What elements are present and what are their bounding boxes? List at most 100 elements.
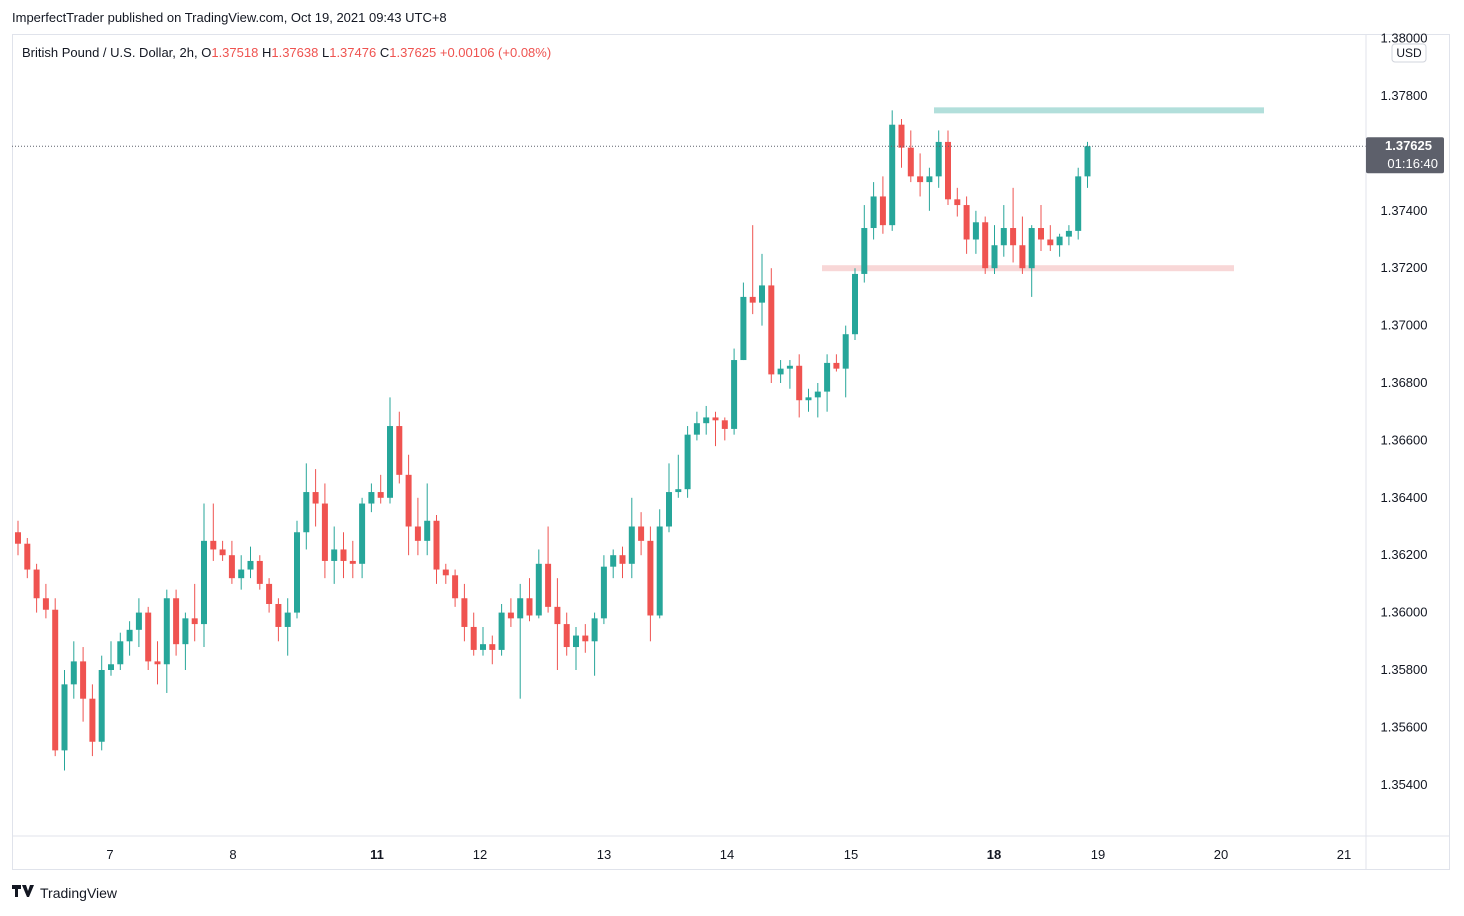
candle-body [814,391,821,398]
candle-body [861,228,868,274]
candle-body [898,124,905,148]
candle-body [563,624,570,648]
price-tick-label: 1.36600 [1381,432,1428,447]
candle-body [991,245,998,269]
candle-body [759,285,765,303]
high-value: 1.37638 [271,45,319,60]
candle-body [452,575,459,599]
candle-body [15,532,21,544]
time-tick-label: 21 [1337,847,1351,862]
zones-layer [822,107,1264,272]
candle-body [331,549,338,561]
candle-body [777,368,784,375]
candle-body [256,560,263,584]
candle-body [507,612,514,619]
candle-body [684,434,691,490]
candle-body [610,555,617,567]
time-tick-label: 8 [229,847,236,862]
candle-body [554,606,561,625]
last-price-value: 1.37625 [1385,138,1432,153]
candle-body [526,598,533,616]
open-value: 1.37518 [211,45,259,60]
price-tick-label: 1.37200 [1381,260,1428,275]
candle-body [647,540,654,616]
candle-body [238,569,245,579]
candle-body [535,563,542,616]
tradingview-logo-icon [12,884,34,901]
candle-body [824,362,831,392]
candle-body [98,670,105,742]
publisher-header: ImperfectTrader published on TradingView… [12,10,447,25]
candle-body [693,423,700,435]
candle-body [917,176,924,183]
candle-body [284,612,291,627]
chart-frame[interactable] [12,34,1450,870]
candle-body [173,598,180,645]
price-tick-label: 1.36000 [1381,605,1428,620]
candle-body [228,555,235,579]
candle-body [1075,176,1082,231]
price-tick-label: 1.37400 [1381,203,1428,218]
candle-body [889,124,896,226]
candle-body [1056,236,1063,246]
time-tick-label: 12 [473,847,487,862]
candle-body [359,503,366,564]
candle-body [70,661,77,685]
candle-body [786,365,793,369]
candle-body [796,365,803,401]
candle-body [703,417,710,424]
candle-body [396,426,403,475]
candle-body [573,635,579,648]
candle-body [219,549,226,556]
candle-body [1019,245,1026,269]
ohlc-legend: British Pound / U.S. Dollar, 2h, O1.3751… [22,45,551,60]
time-tick-label: 15 [844,847,858,862]
candle-body [442,569,449,576]
time-tick-label: 19 [1091,847,1105,862]
currency-label[interactable]: USD [1391,43,1427,63]
candle-body [963,205,970,240]
candle-body [972,222,979,240]
support-zone [822,265,1234,272]
candle-body [740,296,747,361]
candle-body [545,563,552,607]
candle-body [656,526,663,616]
candle-body [619,555,626,564]
candle-body [600,566,607,619]
time-tick-label: 7 [106,847,113,862]
candle-body [926,176,933,183]
candle-body [461,598,468,627]
candle-body [126,629,133,642]
candle-body [712,417,719,421]
candle-body [89,698,96,742]
candle-body [349,560,356,564]
candle-body [591,618,598,642]
candle-body [201,540,207,625]
candle-body [628,526,635,564]
candle-body [470,626,477,650]
time-axis: 7 8 11 12 13 14 15 18 19 20 21 [106,847,1351,862]
candle-body [61,684,68,751]
brand-name: TradingView [40,884,118,901]
candle-body [749,296,756,303]
candle-body [42,598,49,610]
candle-body [377,492,384,498]
time-tick-label: 11 [370,847,384,862]
candle-body [191,618,198,625]
time-tick-label: 13 [597,847,611,862]
candle-body [582,635,589,642]
candle-body [982,222,989,269]
candles-layer [15,110,1091,771]
candle-body [424,520,431,541]
candle-body [312,492,319,504]
tradingview-footer[interactable]: TradingView [12,884,117,901]
price-tick-label: 1.35400 [1381,777,1428,792]
last-price-label: 1.37625 01:16:40 [1366,137,1444,174]
candle-body [1038,228,1044,240]
candle-body [368,492,375,504]
candle-body [842,334,849,369]
low-value: 1.37476 [329,45,377,60]
low-label: L [321,45,330,60]
resistance-zone [934,107,1264,114]
